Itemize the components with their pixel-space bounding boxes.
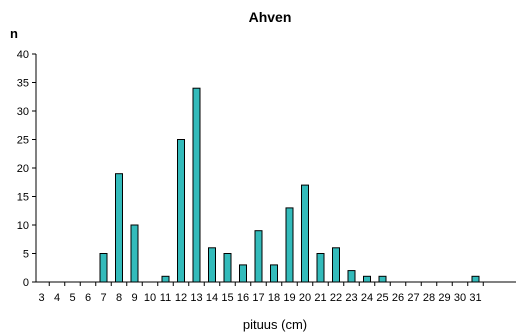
y-tick-label: 5 (23, 249, 29, 261)
bar-22 (332, 247, 340, 283)
bar-11 (161, 275, 170, 283)
bar-9 (130, 224, 139, 283)
x-tick-label: 17 (252, 292, 264, 304)
x-tick-label: 19 (283, 292, 295, 304)
bar-12 (177, 139, 185, 283)
y-tick-label: 20 (17, 163, 29, 175)
x-tick-label: 31 (469, 292, 481, 304)
y-axis: 0 5 10 15 20 25 30 35 40 (17, 49, 37, 289)
bar-14 (208, 247, 216, 283)
x-tick-label: 13 (190, 292, 202, 304)
x-tick-label: 9 (131, 292, 137, 304)
x-tick-label: 16 (237, 292, 249, 304)
y-tick-label: 10 (17, 220, 29, 232)
y-tick-label: 40 (17, 49, 29, 61)
x-tick-label: 28 (423, 292, 435, 304)
x-tick-label: 7 (100, 292, 106, 304)
bar-17 (254, 230, 263, 283)
x-tick-label: 22 (330, 292, 342, 304)
x-tick-label: 18 (268, 292, 280, 304)
x-tick-label: 12 (175, 292, 187, 304)
bar-25 (378, 275, 387, 283)
x-tick-label: 23 (345, 292, 357, 304)
x-tick-label: 21 (314, 292, 326, 304)
x-tick-label: 3 (38, 292, 44, 304)
x-tick-label: 26 (392, 292, 404, 304)
x-tick-label: 25 (376, 292, 388, 304)
x-tick-label: 14 (206, 292, 218, 304)
x-tick-label: 27 (407, 292, 419, 304)
bar-20 (301, 184, 309, 283)
y-tick-label: 0 (23, 277, 29, 289)
x-tick-label: 30 (454, 292, 466, 304)
bar-16 (239, 264, 247, 283)
bar-31 (471, 275, 480, 283)
x-axis-label: pituus (cm) (243, 317, 307, 332)
x-tick-label: 24 (361, 292, 373, 304)
bar-13 (192, 87, 201, 283)
bar-19 (285, 207, 294, 283)
x-tick-label: 10 (144, 292, 156, 304)
x-tick-label: 29 (438, 292, 450, 304)
y-tick-label: 15 (17, 192, 29, 204)
y-tick-label: 35 (17, 78, 29, 90)
x-tick-label: 15 (221, 292, 233, 304)
x-tick-label: 8 (116, 292, 122, 304)
bar-21 (316, 253, 325, 283)
x-tick-label: 4 (54, 292, 60, 304)
x-tick-label: 20 (299, 292, 311, 304)
bar-23 (347, 270, 356, 283)
chart-title: Ahven (249, 9, 292, 25)
x-tick-label: 5 (69, 292, 75, 304)
bar-15 (223, 253, 232, 283)
bar-18 (270, 264, 278, 283)
x-tick-label: 11 (160, 292, 171, 304)
bar-24 (363, 275, 371, 283)
bars (99, 87, 480, 283)
x-tick-label: 6 (85, 292, 91, 304)
y-axis-label: n (10, 26, 18, 41)
y-tick-label: 30 (17, 106, 29, 118)
x-axis: 3 4 5 6 7 8 9 10 11 12 13 14 15 16 17 18 19 20 21 22 23 24 25 2… (36, 281, 516, 304)
bar-8 (115, 173, 123, 283)
y-tick-label: 25 (17, 135, 29, 147)
bar-7 (99, 253, 108, 283)
